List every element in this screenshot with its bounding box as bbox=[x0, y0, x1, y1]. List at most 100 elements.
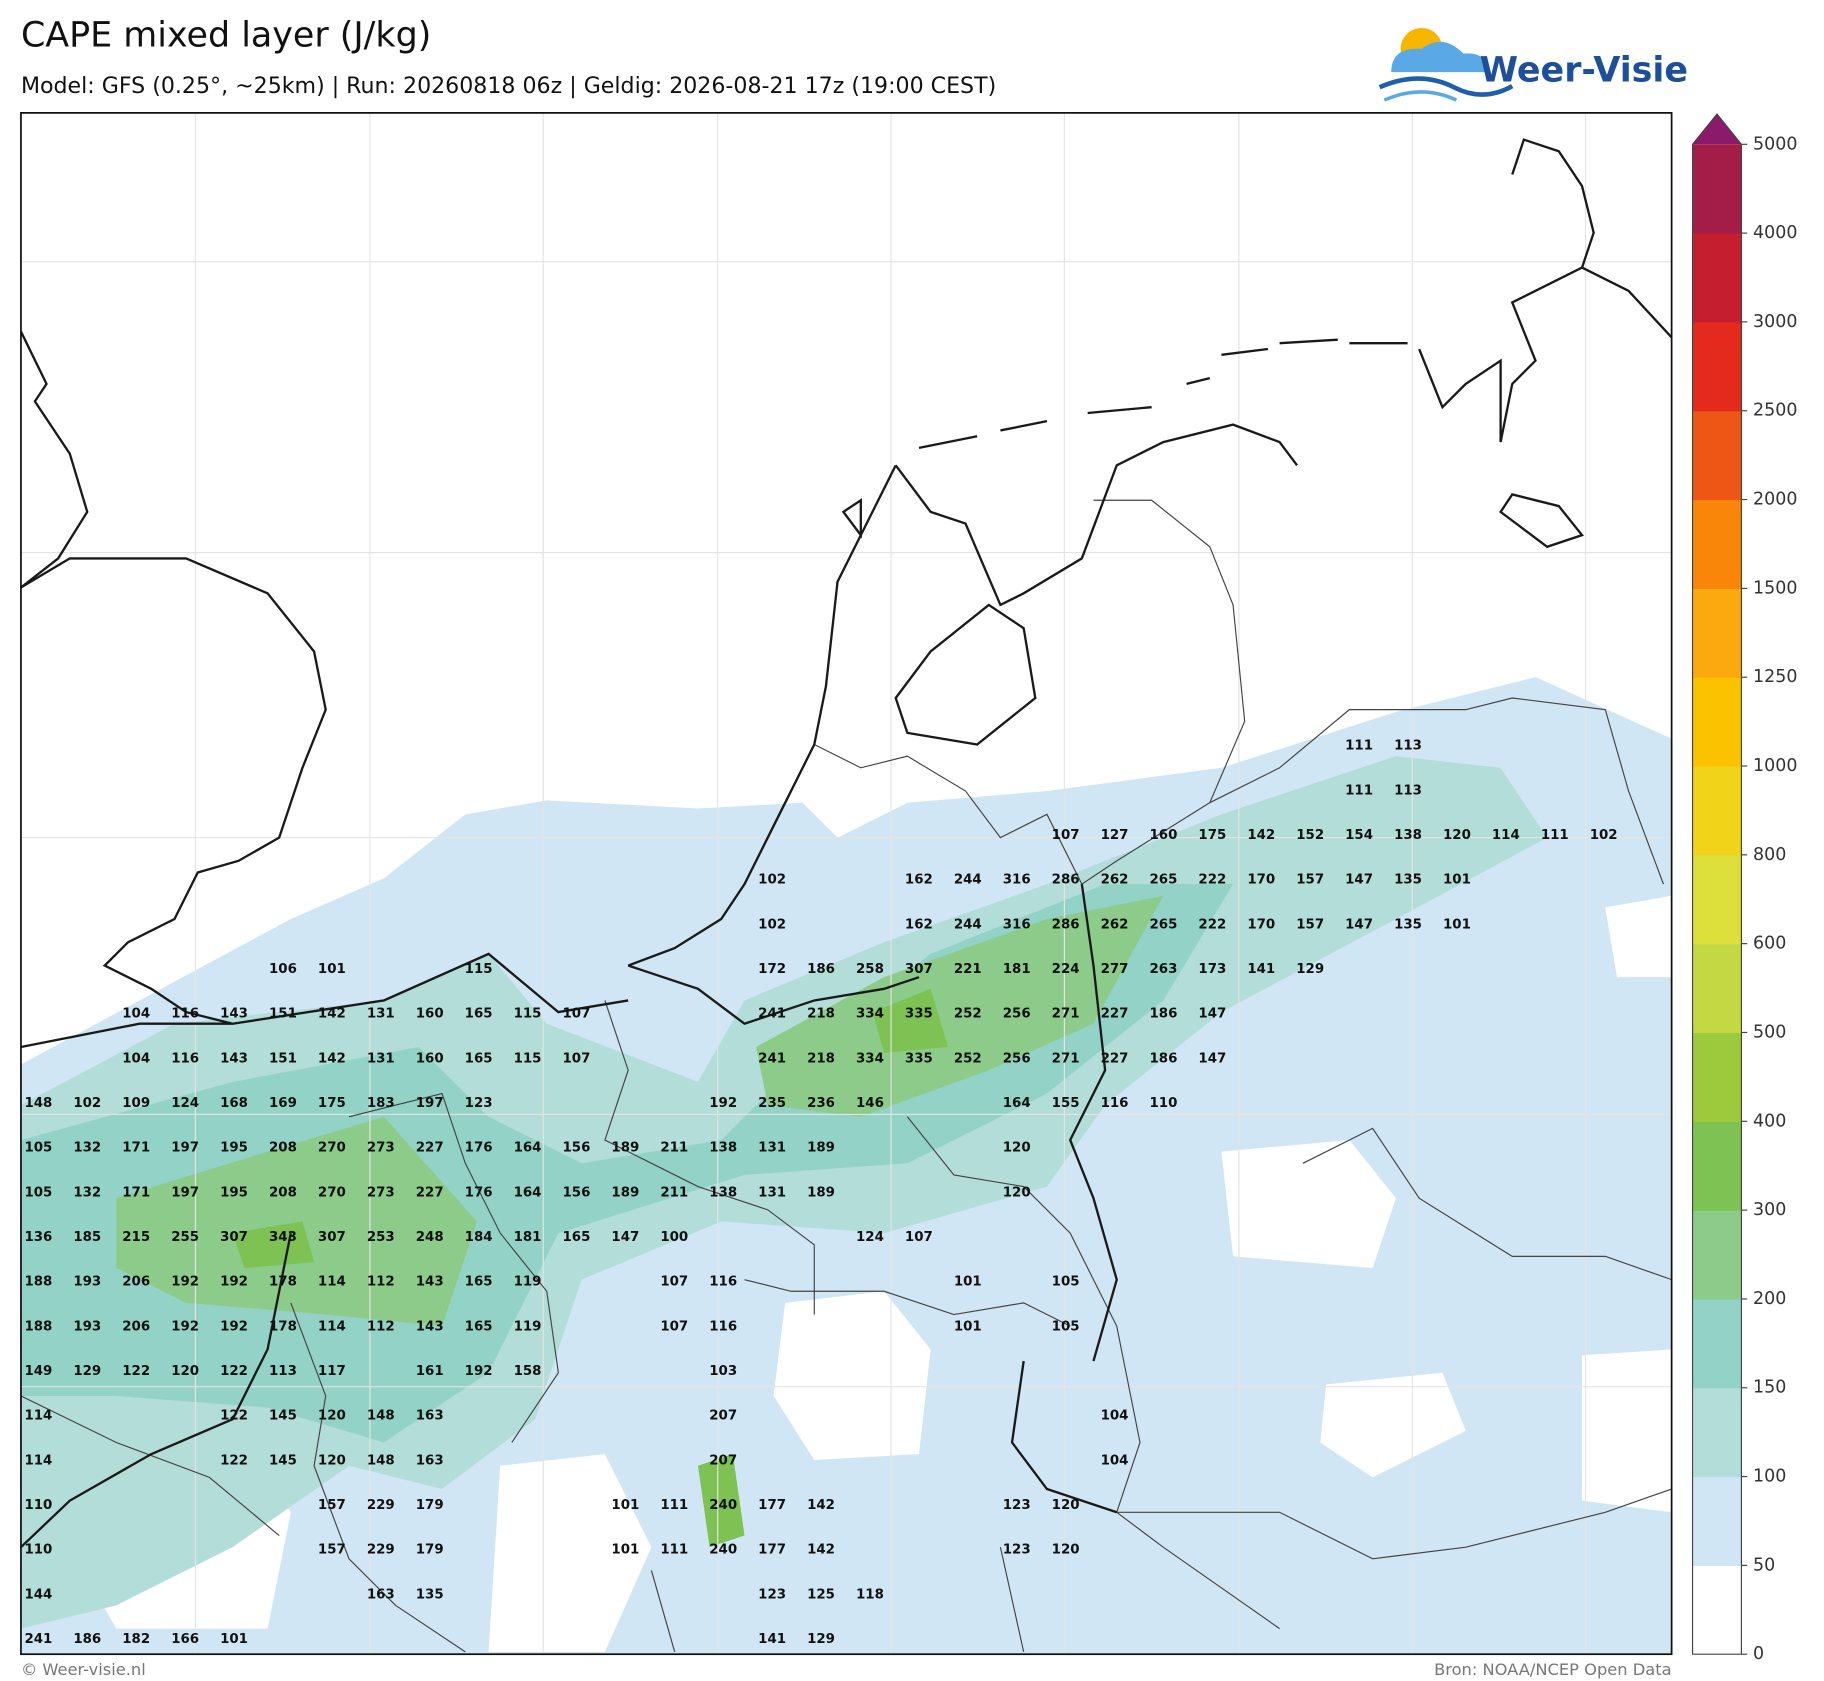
colorbar-band bbox=[1692, 854, 1742, 945]
cape-value: 175 bbox=[1198, 828, 1226, 843]
cape-value: 111 bbox=[660, 1543, 688, 1558]
cape-value: 179 bbox=[416, 1543, 444, 1558]
cape-value: 256 bbox=[1003, 1051, 1031, 1066]
cape-value: 307 bbox=[905, 962, 933, 977]
colorbar-tick-label: 150 bbox=[1753, 1378, 1786, 1398]
cape-value: 113 bbox=[269, 1364, 297, 1379]
cape-value: 116 bbox=[171, 1007, 199, 1022]
cape-value: 273 bbox=[367, 1141, 395, 1156]
cape-value: 207 bbox=[709, 1453, 737, 1468]
cape-value: 165 bbox=[563, 1230, 591, 1245]
cape-value: 192 bbox=[171, 1275, 199, 1290]
cape-shading bbox=[20, 677, 1672, 1655]
cape-value: 142 bbox=[807, 1498, 835, 1513]
colorbar-tick-label: 300 bbox=[1753, 1200, 1786, 1220]
colorbar-tick-label: 4000 bbox=[1753, 223, 1797, 243]
cape-value: 101 bbox=[1443, 917, 1471, 932]
cape-value: 158 bbox=[514, 1364, 542, 1379]
cape-value: 277 bbox=[1101, 962, 1129, 977]
colorbar-tick-label: 500 bbox=[1753, 1022, 1786, 1042]
cape-value: 184 bbox=[465, 1230, 493, 1245]
cape-value: 241 bbox=[24, 1632, 52, 1647]
cape-value: 103 bbox=[709, 1364, 737, 1379]
cape-value: 110 bbox=[24, 1543, 52, 1558]
colorbar-tick-label: 5000 bbox=[1753, 134, 1797, 154]
cape-value: 255 bbox=[171, 1230, 199, 1245]
cape-value: 149 bbox=[24, 1364, 52, 1379]
cape-value: 135 bbox=[1394, 873, 1422, 888]
colorbar-band bbox=[1692, 499, 1742, 589]
cape-value: 189 bbox=[807, 1141, 835, 1156]
cape-value: 258 bbox=[856, 962, 884, 977]
cape-value: 120 bbox=[1443, 828, 1471, 843]
map-area: 111 113 111 113 107 127 160 175 142 152 154 138 120 1… bbox=[20, 112, 1672, 1655]
cape-value: 195 bbox=[220, 1185, 248, 1200]
cape-value: 192 bbox=[220, 1319, 248, 1334]
cape-value: 157 bbox=[318, 1498, 346, 1513]
cape-value: 262 bbox=[1101, 873, 1129, 888]
cape-value: 248 bbox=[416, 1230, 444, 1245]
map-frame bbox=[20, 112, 1673, 1656]
cape-value: 138 bbox=[709, 1141, 737, 1156]
cape-value: 147 bbox=[1345, 917, 1373, 932]
cape-value: 179 bbox=[416, 1498, 444, 1513]
cape-value: 171 bbox=[122, 1185, 150, 1200]
cape-value: 115 bbox=[514, 1007, 542, 1022]
cape-value: 236 bbox=[807, 1096, 835, 1111]
cape-value: 206 bbox=[122, 1275, 150, 1290]
cape-value: 100 bbox=[660, 1230, 688, 1245]
cape-value: 197 bbox=[416, 1096, 444, 1111]
cape-value: 107 bbox=[1052, 828, 1080, 843]
cape-value: 256 bbox=[1003, 1007, 1031, 1022]
cape-value: 110 bbox=[1149, 1096, 1177, 1111]
cape-value: 114 bbox=[24, 1409, 52, 1424]
cape-value: 115 bbox=[514, 1051, 542, 1066]
cape-value: 176 bbox=[465, 1141, 493, 1156]
cape-value: 122 bbox=[220, 1453, 248, 1468]
cape-value: 105 bbox=[1052, 1275, 1080, 1290]
cape-value: 181 bbox=[514, 1230, 542, 1245]
colorbar-tick-label: 3000 bbox=[1753, 312, 1797, 332]
colorbar-tick-label: 50 bbox=[1753, 1555, 1775, 1575]
cape-value: 142 bbox=[1247, 828, 1275, 843]
cape-value: 114 bbox=[24, 1453, 52, 1468]
cape-value: 156 bbox=[563, 1185, 591, 1200]
cape-value: 143 bbox=[416, 1319, 444, 1334]
colorbar-tick-label: 400 bbox=[1753, 1111, 1786, 1131]
cape-value: 160 bbox=[1149, 828, 1177, 843]
colorbar-band bbox=[1692, 321, 1742, 412]
cape-value: 146 bbox=[856, 1096, 884, 1111]
cape-value: 170 bbox=[1247, 917, 1275, 932]
colorbar-tick-label: 100 bbox=[1753, 1467, 1786, 1487]
cape-value: 193 bbox=[73, 1319, 101, 1334]
cape-value: 101 bbox=[954, 1319, 982, 1334]
cape-value: 192 bbox=[220, 1275, 248, 1290]
cape-value: 195 bbox=[220, 1141, 248, 1156]
coastline bbox=[20, 138, 1672, 1549]
colorbar-band bbox=[1692, 1032, 1742, 1122]
cape-value: 101 bbox=[611, 1498, 639, 1513]
cape-value: 307 bbox=[220, 1230, 248, 1245]
cape-value: 165 bbox=[465, 1275, 493, 1290]
cape-value: 227 bbox=[1101, 1007, 1129, 1022]
cape-value: 101 bbox=[1443, 873, 1471, 888]
cape-value: 147 bbox=[611, 1230, 639, 1245]
cape-value: 157 bbox=[318, 1543, 346, 1558]
cape-value: 131 bbox=[758, 1141, 786, 1156]
cape-value: 178 bbox=[269, 1319, 297, 1334]
cape-value: 177 bbox=[758, 1498, 786, 1513]
cape-value: 105 bbox=[24, 1141, 52, 1156]
cape-value: 145 bbox=[269, 1409, 297, 1424]
subtitle: Model: GFS (0.25°, ~25km) | Run: 2026081… bbox=[21, 73, 996, 99]
cape-value: 262 bbox=[1101, 917, 1129, 932]
cape-value: 131 bbox=[367, 1007, 395, 1022]
cape-value: 114 bbox=[318, 1275, 346, 1290]
cape-value: 109 bbox=[122, 1096, 150, 1111]
colorbar-band bbox=[1692, 677, 1742, 767]
cape-value: 113 bbox=[1394, 739, 1422, 754]
cape-value: 188 bbox=[24, 1275, 52, 1290]
cape-value: 138 bbox=[1394, 828, 1422, 843]
cape-value: 253 bbox=[367, 1230, 395, 1245]
cape-value: 181 bbox=[1003, 962, 1031, 977]
